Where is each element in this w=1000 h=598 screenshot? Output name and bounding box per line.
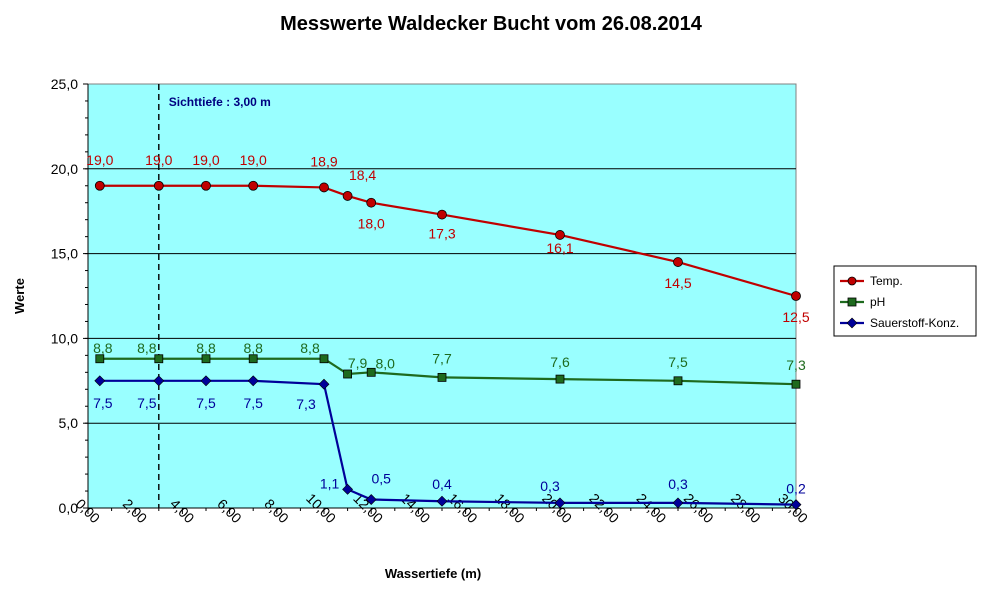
data-point-temp (791, 291, 801, 301)
legend-label-temp: Temp. (870, 274, 903, 288)
data-point-ph (248, 354, 258, 364)
data-label-ph: 7,3 (786, 357, 806, 373)
y-axis-label: Werte (12, 278, 27, 314)
data-label-sauerstoff-konz: 7,5 (196, 395, 216, 411)
data-label-temp: 16,1 (546, 240, 573, 256)
chart-title: Messwerte Waldecker Bucht vom 26.08.2014 (280, 13, 703, 35)
data-label-temp: 19,0 (86, 152, 113, 168)
data-point-temp (153, 180, 164, 191)
data-label-ph: 8,8 (300, 340, 320, 356)
data-point-sauerstoff-konz (672, 497, 684, 509)
data-label-sauerstoff-konz: 7,3 (296, 396, 316, 412)
data-label-ph: 7,9 (348, 355, 368, 371)
data-label-ph: 8,8 (137, 340, 157, 356)
data-label-sauerstoff-konz: 0,3 (540, 478, 560, 494)
data-label-temp: 12,5 (782, 309, 809, 325)
y-tick-label: 10,0 (51, 330, 78, 346)
data-point-temp (555, 230, 565, 240)
x-axis-label: Wassertiefe (m) (385, 566, 481, 581)
y-tick-label: 0,0 (59, 500, 79, 516)
data-label-ph: 7,6 (550, 354, 570, 370)
y-tick-label: 5,0 (59, 415, 79, 431)
data-point-sauerstoff-konz (554, 497, 566, 509)
legend-marker-sauerstoff-konz (846, 317, 858, 329)
data-point-temp (319, 182, 329, 193)
data-point-sauerstoff-konz (247, 375, 259, 387)
data-point-sauerstoff-konz (153, 375, 165, 387)
data-point-temp (673, 257, 683, 267)
data-label-temp: 19,0 (192, 152, 219, 168)
data-label-sauerstoff-konz: 7,5 (137, 395, 157, 411)
data-label-temp: 14,5 (664, 275, 691, 291)
data-point-sauerstoff-konz (94, 375, 106, 387)
data-label-temp: 19,0 (145, 152, 172, 168)
data-label-sauerstoff-konz: 0,4 (432, 476, 452, 492)
data-point-ph (437, 373, 447, 382)
data-labels: 19,0 19,0 19,0 19,0 18,9 18,4 18,0 17,3 16,1 14,5… (86, 152, 810, 497)
data-label-sauerstoff-konz: 0,5 (371, 471, 391, 487)
data-point-sauerstoff-konz (342, 483, 354, 495)
y-axis: 0,0 5,0 10,0 15,0 20,0 25,0 (51, 76, 88, 516)
data-point-ph (343, 369, 353, 379)
data-point-sauerstoff-konz (318, 378, 330, 390)
data-label-temp: 19,0 (240, 152, 267, 168)
data-point-ph (154, 354, 164, 364)
data-point-ph (95, 354, 105, 364)
data-label-ph: 7,7 (432, 350, 452, 366)
data-point-temp (366, 197, 377, 208)
legend-label-ph: pH (870, 295, 885, 309)
data-point-temp (94, 180, 105, 191)
data-point-temp (342, 191, 353, 201)
data-label-ph: 8,8 (243, 340, 263, 356)
annotation: Sichttiefe : 3,00 m (158, 84, 271, 508)
data-point-sauerstoff-konz (200, 375, 212, 387)
data-point-ph (673, 376, 683, 386)
data-point-ph (319, 354, 329, 364)
data-label-sauerstoff-konz: 0,2 (786, 481, 806, 497)
series-group (94, 180, 802, 511)
legend: Temp. pH Sauerstoff-Konz. (833, 265, 977, 337)
data-point-ph (791, 379, 801, 389)
data-label-temp: 18,0 (358, 216, 385, 232)
data-point-sauerstoff-konz (365, 494, 377, 505)
legend-marker-temp (847, 276, 857, 286)
y-tick-label: 15,0 (51, 246, 78, 262)
data-label-ph: 8,8 (196, 340, 216, 356)
y-tick-label: 20,0 (51, 161, 78, 177)
data-point-temp (248, 180, 259, 191)
data-label-sauerstoff-konz: 1,1 (320, 475, 340, 491)
data-label-temp: 18,9 (310, 153, 337, 169)
data-point-sauerstoff-konz (436, 495, 448, 507)
data-label-ph: 8,8 (93, 340, 113, 356)
plot-area (87, 83, 797, 509)
data-label-sauerstoff-konz: 7,5 (93, 395, 113, 411)
sichttiefe-label: Sichttiefe : 3,00 m (169, 95, 271, 109)
data-point-temp (201, 180, 211, 191)
data-point-ph (555, 374, 565, 384)
data-label-sauerstoff-konz: 0,3 (668, 476, 688, 492)
data-point-sauerstoff-konz (790, 499, 802, 511)
legend-label-sauerstoff-konz: Sauerstoff-Konz. (870, 316, 959, 330)
data-label-temp: 18,4 (349, 167, 376, 183)
data-label-ph: 8,0 (375, 355, 395, 371)
data-point-ph (366, 367, 376, 377)
data-point-temp (437, 209, 447, 220)
data-label-temp: 17,3 (428, 226, 455, 242)
legend-marker-ph (847, 297, 857, 307)
y-tick-label: 25,0 (51, 76, 78, 92)
data-point-ph (201, 354, 211, 364)
data-label-ph: 7,5 (668, 354, 688, 370)
data-label-sauerstoff-konz: 7,5 (243, 395, 263, 411)
